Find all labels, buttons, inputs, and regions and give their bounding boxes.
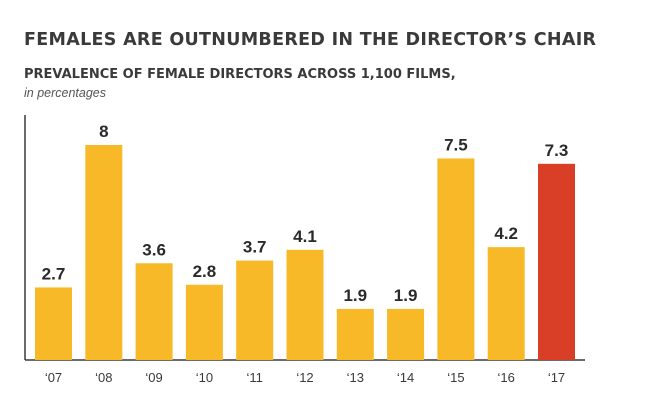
x-tick-label-5: ‘12 [296, 370, 313, 385]
bar-9 [487, 247, 525, 360]
bar-4 [236, 260, 274, 360]
data-label-2: 3.6 [142, 240, 166, 259]
x-tick-label-3: ‘10 [196, 370, 213, 385]
bar-0 [35, 287, 72, 360]
chart-title: FEMALES ARE OUTNUMBERED IN THE DIRECTOR’… [24, 30, 597, 50]
data-label-9: 4.2 [494, 224, 518, 243]
data-label-6: 1.9 [343, 286, 367, 305]
x-tick-label-9: ‘16 [498, 370, 515, 385]
x-tick-label-0: ‘07 [45, 370, 62, 385]
unit-note: in percentages [24, 86, 107, 100]
data-label-10: 7.3 [545, 141, 569, 160]
data-label-1: 8 [99, 122, 108, 141]
data-label-3: 2.8 [193, 262, 217, 281]
chart-subtitle: PREVALENCE OF FEMALE DIRECTORS ACROSS 1,… [24, 67, 456, 82]
bar-2 [135, 263, 173, 360]
bar-3 [185, 284, 223, 360]
x-tick-label-4: ‘11 [247, 370, 263, 385]
bar-10 [538, 163, 575, 360]
data-label-0: 2.7 [42, 264, 66, 283]
bar-5 [286, 249, 324, 360]
data-label-8: 7.5 [444, 135, 468, 154]
x-tick-label-2: ‘09 [145, 370, 162, 385]
bar-1 [85, 145, 123, 360]
x-tick-label-1: ‘08 [95, 370, 112, 385]
bar-7 [387, 308, 425, 360]
data-label-5: 4.1 [293, 227, 317, 246]
data-label-4: 3.7 [243, 238, 267, 257]
x-tick-label-6: ‘13 [347, 370, 364, 385]
data-label-7: 1.9 [394, 286, 418, 305]
bar-8 [437, 158, 475, 360]
x-tick-label-7: ‘14 [397, 370, 414, 385]
x-tick-label-10: ‘17 [548, 370, 565, 385]
bar-6 [336, 308, 374, 360]
x-tick-label-8: ‘15 [447, 370, 464, 385]
